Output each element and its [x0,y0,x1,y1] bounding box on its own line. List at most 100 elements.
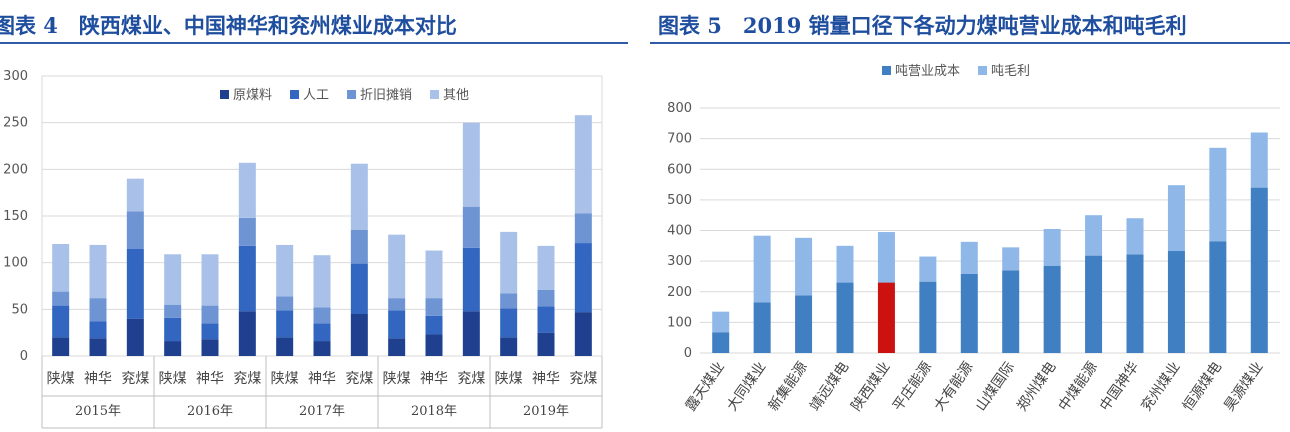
y-tick-label: 0 [684,346,692,361]
bar-segment [537,332,555,356]
bar-segment [574,243,592,313]
bar-segment [126,318,144,356]
x-category-label: 陕西煤业 [848,359,893,414]
bar-segment [201,323,219,340]
bar-segment [276,310,294,338]
x-category-label: 兖煤 [345,371,373,387]
legend-label: 人工 [303,88,329,103]
bar-segment [919,256,937,282]
x-group-label: 2015年 [75,404,121,419]
bar-segment [425,315,443,335]
bar-segment [1085,255,1103,353]
bar-segment [1043,265,1061,353]
bar-segment [836,245,854,283]
bar-segment [462,311,480,356]
bar-segment [500,337,518,356]
bar-segment [795,237,813,296]
bar-segment [126,211,144,249]
bar-segment [537,306,555,333]
y-tick-label: 50 [11,302,28,317]
x-category-label: 平庄能源 [889,359,935,415]
y-tick-label: 200 [667,285,692,300]
bar-segment [877,232,895,283]
y-tick-label: 600 [667,162,692,177]
x-category-label: 大有能源 [931,359,976,414]
bar-segment [313,341,331,356]
x-group-label: 2017年 [299,404,345,419]
y-tick-label: 800 [667,101,692,116]
bar-segment [388,338,406,356]
bar-segment [1085,215,1103,256]
bar-segment [201,305,219,324]
bar-segment [574,213,592,244]
y-tick-label: 300 [667,254,692,269]
bar-segment [919,281,937,353]
y-tick-label: 400 [667,224,692,239]
y-tick-label: 150 [3,209,28,224]
bar-segment [1167,185,1185,252]
legend-swatch [220,90,229,99]
x-group-label: 2016年 [187,404,233,419]
bar-segment [388,310,406,339]
bar-segment [201,339,219,356]
y-tick-label: 100 [667,315,692,330]
bar-segment [89,321,107,339]
y-tick-label: 0 [20,349,28,364]
bar-segment [425,250,443,299]
x-category-label: 靖远煤电 [807,359,852,414]
legend-label: 原煤料 [233,88,272,103]
y-tick-label: 250 [3,116,28,131]
bar-segment [350,230,368,264]
bar-segment [313,255,331,308]
chart-title: 图表 5 2019 销量口径下各动力煤吨营业成本和吨毛利 [658,13,1187,38]
bar-segment [313,307,331,324]
x-category-label: 大同煤业 [724,359,769,414]
legend-label: 折旧摊销 [360,88,412,103]
x-category-label: 陕煤 [47,371,75,387]
x-category-label: 山煤国际 [973,359,1018,414]
bar-segment [238,245,256,312]
bar-segment [1250,187,1268,353]
x-category-label: 陕煤 [495,371,523,387]
bar-segment [574,115,592,214]
legend-swatch [978,66,988,75]
x-category-label: 中国神华 [1097,359,1142,414]
x-category-label: 昊源煤业 [1221,359,1266,414]
bar-segment [500,308,518,338]
bar-segment [960,241,978,274]
y-tick-label: 500 [667,193,692,208]
stacked-bar-chart-ton-cost-profit: 0 100 200 300 400 500 600 700 800 露天煤业大同煤业新集能源靖远煤… [667,64,1280,415]
bar-segment [425,298,443,316]
bar-segment [1250,132,1268,188]
bar-segment [201,254,219,306]
y-tick-label: 200 [3,162,28,177]
title-divider [650,42,1290,44]
legend-swatch [347,90,357,99]
x-category-label: 陕煤 [271,371,299,387]
bar-segment [238,311,256,356]
bar-segment [238,162,256,218]
x-category-label: 露天煤业 [683,359,728,414]
x-category-label: 郑州煤电 [1014,359,1059,414]
bar-segment [1043,228,1061,266]
bar-segment [537,245,555,290]
bar-segment [753,302,771,353]
legend-swatch [290,90,300,99]
bar-segment [960,273,978,353]
x-category-label: 新集能源 [765,359,811,415]
x-category-label: 兖州煤业 [1138,359,1183,414]
bar-segment [350,163,368,230]
bar-segment [712,332,730,353]
bar-segment [795,295,813,353]
bar-segment [238,217,256,246]
bar-segment [836,282,854,353]
x-category-label: 神华 [308,371,336,387]
x-category-label: 兖煤 [121,371,149,387]
x-category-label: 兖煤 [457,371,485,387]
bar-segment [276,244,294,297]
x-category-label: 恒源煤电 [1180,359,1225,414]
bar-segment [126,178,144,212]
bar-segment [712,311,730,333]
bar-segment [164,341,182,356]
